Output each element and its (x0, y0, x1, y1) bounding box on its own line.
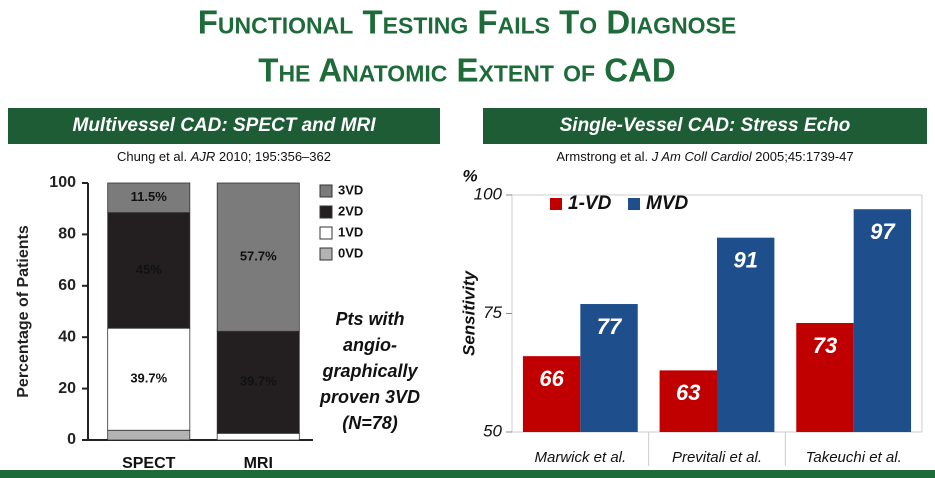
value-label: 97 (870, 219, 896, 244)
y-tick-label: 20 (58, 380, 76, 397)
value-label: 91 (733, 247, 757, 272)
panel-header (8, 108, 440, 144)
bar (522, 356, 581, 432)
value-label: 73 (813, 333, 837, 358)
legend-swatch (550, 198, 562, 210)
legend-label: 1VD (338, 224, 363, 239)
annotation: graphically (321, 361, 418, 381)
y-tick-label: 50 (483, 421, 502, 440)
bar (659, 370, 717, 432)
panel-header (483, 108, 927, 144)
value-label: 66 (539, 366, 564, 391)
subtitle: Chung et al. AJR 2010; 195:356–362 (117, 149, 331, 164)
annotation: (N=78) (342, 413, 398, 433)
bar-segment (107, 327, 191, 431)
footer-band (0, 470, 935, 478)
legend-label: 0VD (338, 245, 363, 260)
panel-title: Multivessel CAD: SPECT and MRI (73, 115, 377, 136)
value-label: 63 (676, 380, 700, 405)
subtitle-part: 2010; 195:356–362 (215, 149, 331, 164)
value-label: 39.7% (240, 374, 277, 389)
legend-swatch (319, 226, 333, 240)
subtitle: Armstrong et al. J Am Coll Cardiol 2005;… (556, 149, 853, 164)
bar-segment (216, 182, 300, 332)
bar (796, 322, 854, 432)
subtitle-part: 2005;45:1739-47 (752, 149, 854, 164)
value-label: 77 (597, 314, 623, 339)
slide-title: Functional Testing Fails To Diagnose (198, 4, 737, 41)
value-label: 45% (136, 262, 162, 277)
x-tick-label: SPECT (122, 455, 176, 472)
legend-swatch (628, 198, 640, 210)
subtitle-part: AJR (190, 149, 216, 164)
subtitle-part: J Am Coll Cardiol (651, 149, 753, 164)
y-tick-label: 80 (58, 226, 76, 243)
legend-label: 1-VD (568, 193, 612, 214)
legend-swatch (319, 205, 333, 219)
panel-title: Single-Vessel CAD: Stress Echo (560, 115, 851, 136)
subtitle-part: Armstrong et al. (556, 149, 651, 164)
bar (717, 237, 775, 432)
annotation: angio- (343, 335, 397, 355)
y-tick-label: 100 (49, 174, 76, 191)
bar-segment (107, 429, 191, 441)
bar (580, 304, 638, 432)
legend-label: 2VD (338, 203, 363, 218)
annotation: proven 3VD (319, 387, 420, 407)
legend-swatch (319, 247, 333, 261)
bar-segment (216, 432, 300, 441)
y-unit: % (462, 166, 477, 185)
bar (853, 209, 912, 432)
annotation: Pts with (335, 309, 404, 329)
subtitle-part: Chung et al. (117, 149, 191, 164)
y-tick-label: 60 (58, 277, 76, 294)
bar-segment (107, 182, 191, 213)
y-tick-label: 40 (58, 328, 76, 345)
y-tick-label: 0 (67, 431, 76, 448)
x-tick-label: MRI (244, 455, 273, 472)
y-tick-label: 100 (474, 184, 503, 203)
bar-segment (216, 330, 300, 434)
y-axis-label: Percentage of Patients (15, 225, 32, 398)
y-tick-label: 75 (483, 303, 502, 322)
x-tick-label: Previtali et al. (672, 449, 762, 466)
value-label: 57.7% (240, 249, 277, 264)
value-label: 11.5% (131, 189, 168, 204)
value-label: 39.7% (130, 371, 167, 386)
legend-swatch (319, 184, 333, 198)
y-axis-label: Sensitivity (459, 269, 478, 356)
x-tick-label: Marwick et al. (534, 449, 626, 466)
legend-label: 3VD (338, 182, 363, 197)
slide-title: The Anatomic Extent of CAD (258, 52, 675, 89)
legend-label: MVD (646, 193, 689, 214)
x-tick-label: Takeuchi et al. (806, 449, 902, 466)
bar-segment (107, 212, 191, 329)
